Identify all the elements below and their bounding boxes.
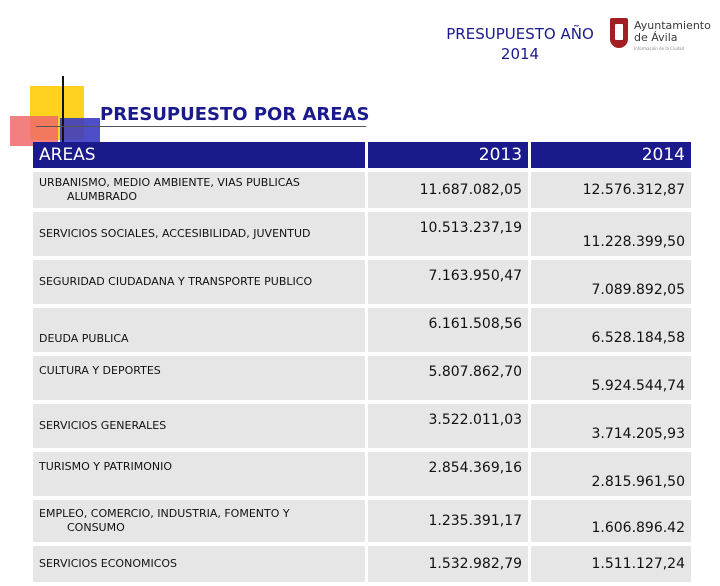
value-2013: 2.854.369,16	[368, 452, 529, 496]
decorative-horizontal-line	[36, 126, 366, 127]
value-2014: 7.089.892,05	[531, 260, 691, 304]
area-cell: SEGURIDAD CIUDADANA Y TRANSPORTE PUBLICO	[33, 260, 366, 304]
area-name: DEUDA PUBLICA	[39, 332, 129, 345]
city-shield-icon	[610, 18, 628, 48]
value-2013: 5.807.862,70	[368, 356, 529, 400]
column-header-2014: 2014	[531, 142, 691, 168]
area-cell: CULTURA Y DEPORTES	[33, 356, 366, 400]
value-2014: 12.576.312,87	[531, 172, 691, 208]
area-name: URBANISMO, MEDIO AMBIENTE, VIAS PUBLICAS	[39, 176, 300, 189]
title-line-2: 2014	[500, 45, 540, 63]
area-name-continued: CONSUMO	[67, 521, 125, 534]
value-2014: 2.815.961,50	[531, 452, 691, 496]
column-header-2013: 2013	[368, 142, 529, 168]
area-cell: URBANISMO, MEDIO AMBIENTE, VIAS PUBLICAS…	[33, 172, 366, 208]
title-line-1: PRESUPUESTO AÑO	[446, 25, 594, 43]
table-row: URBANISMO, MEDIO AMBIENTE, VIAS PUBLICAS…	[33, 172, 691, 208]
column-header-areas: AREAS	[33, 142, 366, 168]
value-2013: 1.532.982,79	[368, 546, 529, 582]
logo-text-line-1: Ayuntamiento	[634, 19, 711, 32]
table-row: TURISMO Y PATRIMONIO 2.854.369,16 2.815.…	[33, 452, 691, 496]
ayuntamiento-logo: Ayuntamiento de Ávila Información de la …	[610, 16, 711, 56]
area-name: SERVICIOS SOCIALES, ACCESIBILIDAD, JUVEN…	[39, 227, 311, 240]
area-cell: DEUDA PUBLICA	[33, 308, 366, 352]
table-row: SERVICIOS ECONOMICOS 1.532.982,79 1.511.…	[33, 546, 691, 582]
presentation-title: PRESUPUESTO AÑO 2014	[420, 24, 620, 64]
area-cell: SERVICIOS SOCIALES, ACCESIBILIDAD, JUVEN…	[33, 212, 366, 256]
table-header-row: AREAS 2013 2014	[33, 142, 691, 168]
value-2013: 6.161.508,56	[368, 308, 529, 352]
value-2013: 1.235.391,17	[368, 500, 529, 542]
area-cell: SERVICIOS ECONOMICOS	[33, 546, 366, 582]
value-2014: 5.924.544,74	[531, 356, 691, 400]
area-cell: EMPLEO, COMERCIO, INDUSTRIA, FOMENTO Y C…	[33, 500, 366, 542]
table-row: DEUDA PUBLICA 6.161.508,56 6.528.184,58	[33, 308, 691, 352]
budget-table: AREAS 2013 2014 URBANISMO, MEDIO AMBIENT…	[30, 138, 694, 586]
area-name: SEGURIDAD CIUDADANA Y TRANSPORTE PUBLICO	[39, 275, 313, 288]
area-name-continued: ALUMBRADO	[67, 190, 138, 203]
area-name: EMPLEO, COMERCIO, INDUSTRIA, FOMENTO Y	[39, 507, 290, 520]
value-2013: 11.687.082,05	[368, 172, 529, 208]
table-row: CULTURA Y DEPORTES 5.807.862,70 5.924.54…	[33, 356, 691, 400]
area-cell: TURISMO Y PATRIMONIO	[33, 452, 366, 496]
section-title: PRESUPUESTO POR AREAS	[100, 104, 370, 125]
value-2014: 11.228.399,50	[531, 212, 691, 256]
area-name: TURISMO Y PATRIMONIO	[39, 460, 172, 473]
area-cell: SERVICIOS GENERALES	[33, 404, 366, 448]
area-name: CULTURA Y DEPORTES	[39, 364, 161, 377]
table-row: SERVICIOS GENERALES 3.522.011,03 3.714.2…	[33, 404, 691, 448]
value-2013: 10.513.237,19	[368, 212, 529, 256]
value-2014: 1.606.896.42	[531, 500, 691, 542]
table-row: EMPLEO, COMERCIO, INDUSTRIA, FOMENTO Y C…	[33, 500, 691, 542]
value-2014: 3.714.205,93	[531, 404, 691, 448]
table-row: SEGURIDAD CIUDADANA Y TRANSPORTE PUBLICO…	[33, 260, 691, 304]
value-2014: 6.528.184,58	[531, 308, 691, 352]
decorative-red-square	[10, 116, 58, 146]
table-row: SERVICIOS SOCIALES, ACCESIBILIDAD, JUVEN…	[33, 212, 691, 256]
area-name: SERVICIOS ECONOMICOS	[39, 557, 178, 570]
value-2013: 3.522.011,03	[368, 404, 529, 448]
value-2013: 7.163.950,47	[368, 260, 529, 304]
logo-text-line-2: de Ávila	[634, 31, 678, 44]
decorative-vertical-line	[62, 76, 64, 166]
area-name: SERVICIOS GENERALES	[39, 419, 167, 432]
logo-subtitle: Información de la Ciudad	[634, 46, 685, 51]
value-2014: 1.511.127,24	[531, 546, 691, 582]
decorative-blue-square	[60, 118, 100, 146]
